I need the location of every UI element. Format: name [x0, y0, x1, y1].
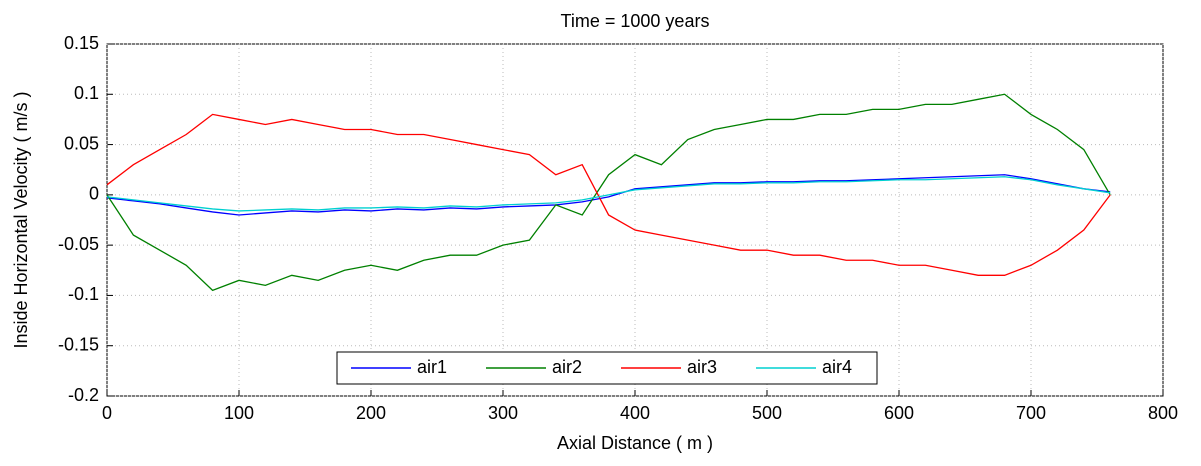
x-tick-label: 500 [752, 403, 782, 423]
chart-title: Time = 1000 years [561, 11, 710, 31]
x-tick-label: 0 [102, 403, 112, 423]
y-tick-label: 0.15 [64, 33, 99, 53]
y-tick-label: 0.05 [64, 133, 99, 153]
series-line [106, 174, 1111, 216]
x-tick-label: 300 [488, 403, 518, 423]
series-line [106, 176, 1111, 212]
y-tick-label: -0.2 [68, 385, 99, 405]
y-axis-label: Inside Horizontal Velocity ( m/s ) [11, 91, 31, 348]
legend-label: air4 [822, 357, 852, 377]
x-tick-label: 700 [1016, 403, 1046, 423]
x-tick-label: 600 [884, 403, 914, 423]
y-tick-label: -0.1 [68, 284, 99, 304]
legend-label: air1 [417, 357, 447, 377]
x-axis-label: Axial Distance ( m ) [557, 433, 713, 453]
series-line [106, 113, 1111, 276]
legend-label: air2 [552, 357, 582, 377]
x-tick-label: 100 [224, 403, 254, 423]
y-tick-label: -0.15 [58, 334, 99, 354]
y-tick-label: 0 [89, 184, 99, 204]
x-tick-label: 200 [356, 403, 386, 423]
y-tick-label: 0.1 [74, 83, 99, 103]
x-tick-label: 400 [620, 403, 650, 423]
series-line [106, 93, 1111, 292]
y-tick-label: -0.05 [58, 234, 99, 254]
x-tick-label: 800 [1148, 403, 1178, 423]
legend-label: air3 [687, 357, 717, 377]
